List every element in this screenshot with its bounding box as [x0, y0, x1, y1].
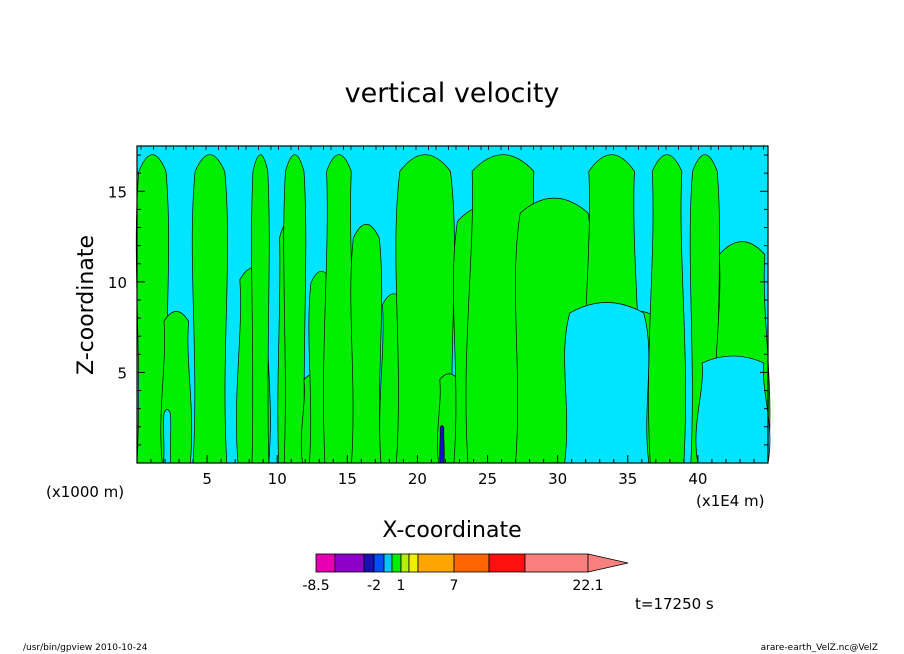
- colorbar-tick-label: 7: [450, 578, 459, 594]
- x-tick-label: 25: [478, 470, 497, 488]
- colorbar-swatch: [315, 553, 336, 573]
- x-tick-label: 5: [202, 470, 212, 488]
- x-tick-label: 35: [618, 470, 637, 488]
- y-tick-label: 10: [108, 274, 127, 292]
- colorbar-tick-label: 22.1: [572, 578, 603, 594]
- contour-region-strong_down: [439, 425, 445, 464]
- plot-frame: [136, 145, 769, 464]
- y-axis-unit: (x1000 m): [46, 483, 124, 501]
- x-tick-label: 30: [548, 470, 567, 488]
- colorbar: -8.5 -2 1 7 22.1: [302, 553, 629, 594]
- colorbar-tick-label: -2: [367, 578, 381, 594]
- contour-tick-marks: [140, 146, 764, 150]
- x-axis-label: X-coordinate: [382, 518, 521, 543]
- contour-region-negative: [695, 355, 771, 464]
- colorbar-swatch: [408, 553, 419, 573]
- x-tick-label: 15: [338, 470, 357, 488]
- footer-right: arare-earth_VelZ.nc@VelZ: [761, 643, 878, 653]
- colorbar-swatch: [453, 553, 490, 573]
- colorbar-swatch: [524, 553, 589, 573]
- colorbar-tick-label: 1: [397, 578, 406, 594]
- colorbar-swatch: [400, 553, 410, 573]
- contour-region-negative: [564, 302, 650, 464]
- x-axis-unit: (x1E4 m): [696, 492, 765, 510]
- time-label: t=17250 s: [635, 595, 714, 613]
- contour-region-negative: [163, 409, 172, 464]
- colorbar-swatch: [373, 553, 385, 573]
- x-tick-label: 20: [408, 470, 427, 488]
- colorbar-swatch: [488, 553, 526, 573]
- plot-area: 5 10 15 20 25 30 35 40 5 10 15: [108, 145, 771, 488]
- colorbar-swatch: [383, 553, 393, 573]
- colorbar-swatch: [334, 553, 365, 573]
- colorbar-swatch: [363, 553, 375, 573]
- colorbar-swatch: [417, 553, 455, 573]
- contour-region-positive: [323, 154, 355, 464]
- contour-region-positive: [283, 154, 307, 464]
- x-tick-label: 40: [688, 470, 707, 488]
- y-tick-label: 5: [117, 364, 127, 382]
- colorbar-tick-label: -8.5: [302, 578, 329, 594]
- y-tick-label: 15: [108, 183, 127, 201]
- contour-region-positive: [350, 223, 383, 464]
- colorbar-swatch: [391, 553, 402, 573]
- contour-region-positive: [648, 154, 686, 464]
- contour-region-positive: [251, 154, 270, 464]
- colorbar-extend-arrow: [587, 553, 629, 573]
- x-tick-label: 10: [268, 470, 287, 488]
- chart-title: vertical velocity: [345, 78, 560, 109]
- y-axis-label: Z-coordinate: [74, 235, 99, 375]
- footer-left: /usr/bin/gpview 2010-10-24: [23, 643, 148, 653]
- contour-region-positive: [191, 154, 228, 464]
